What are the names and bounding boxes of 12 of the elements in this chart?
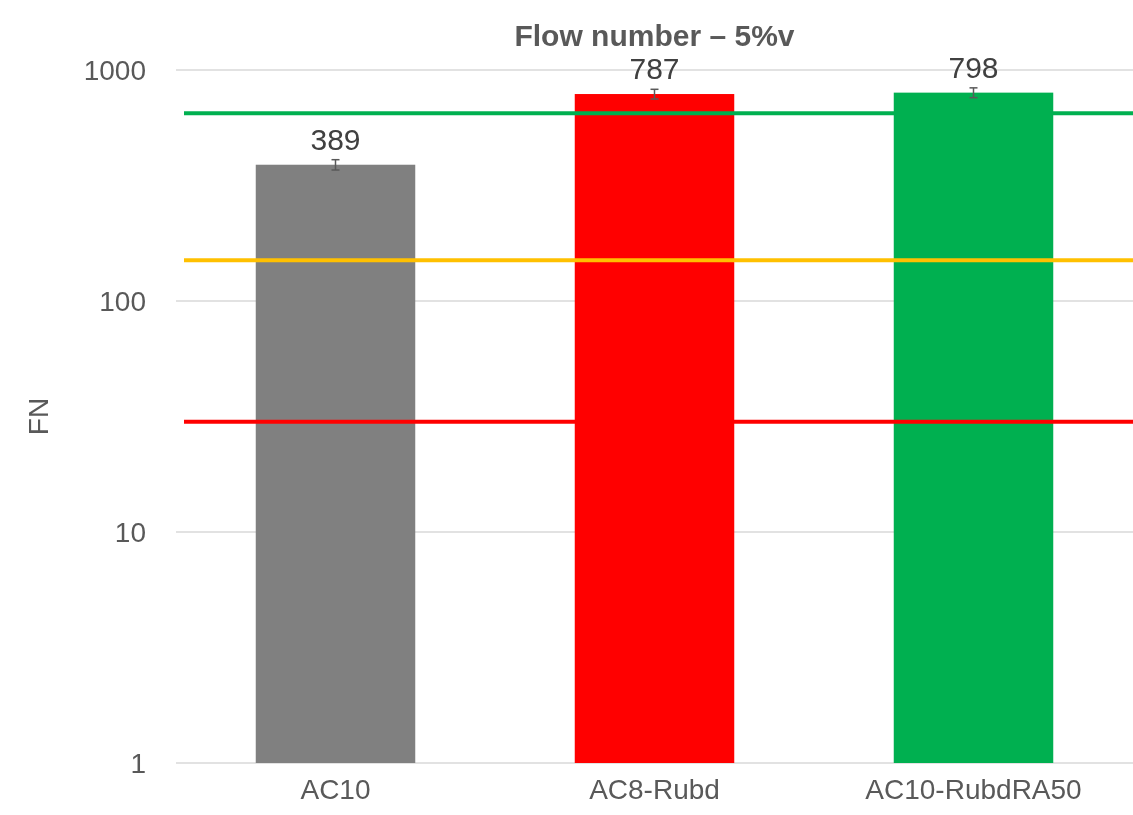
data-label: 787	[629, 52, 680, 86]
data-label: 389	[310, 122, 361, 156]
y-tick-label: 10	[114, 516, 146, 548]
y-tick-label: 1	[130, 747, 146, 779]
chart-title: Flow number – 5%v	[514, 19, 795, 52]
x-tick-label: AC8-Rubd	[589, 774, 720, 805]
data-label: 798	[948, 50, 999, 84]
x-tick-label: AC10-RubdRA50	[865, 774, 1082, 805]
x-tick-label: AC10	[300, 774, 371, 805]
y-axis-title: FN	[23, 397, 54, 436]
y-tick-label: 1000	[83, 54, 146, 86]
y-tick-label: 100	[99, 285, 146, 317]
